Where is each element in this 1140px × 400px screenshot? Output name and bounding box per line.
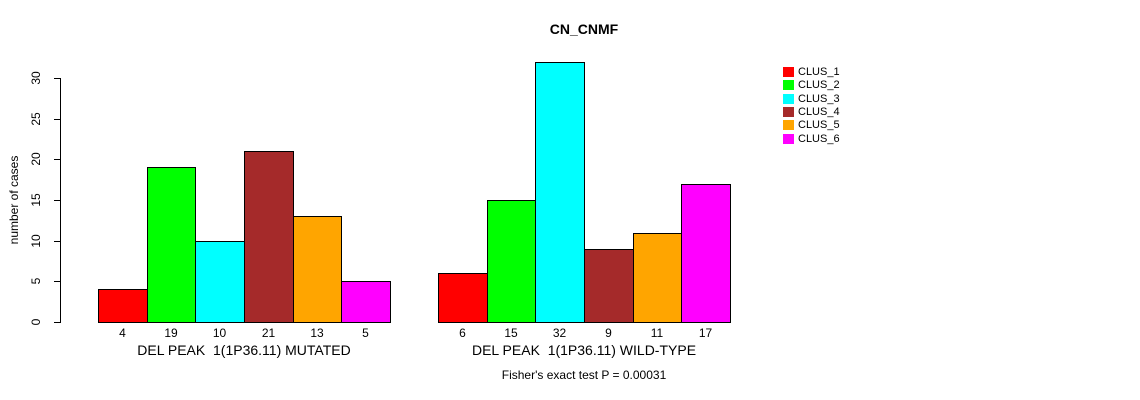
y-axis-line <box>60 78 61 323</box>
y-axis-tick-label: 30 <box>29 71 43 85</box>
bar-value-label: 32 <box>552 326 567 340</box>
legend-swatch-clus_1 <box>783 67 794 77</box>
bar-clus_1-group2 <box>438 273 488 323</box>
legend-label: CLUS_2 <box>798 79 840 91</box>
bar-clus_4-group2 <box>584 249 634 323</box>
legend-swatch-clus_4 <box>783 107 794 117</box>
legend-label: CLUS_4 <box>798 106 840 118</box>
y-axis-tick-label: 20 <box>29 152 43 166</box>
y-axis-tick <box>54 159 60 160</box>
bar-clus_6-group1 <box>341 281 391 323</box>
bar-value-label: 9 <box>605 326 612 340</box>
legend-swatch-clus_3 <box>783 94 794 104</box>
chart-title: CN_CNMF <box>549 21 619 37</box>
legend-label: CLUS_5 <box>798 119 840 131</box>
group-x-label: DEL PEAK 1(1P36.11) MUTATED <box>137 342 351 358</box>
bar-clus_5-group1 <box>293 216 342 323</box>
bar-value-label: 5 <box>362 326 369 340</box>
y-axis-tick <box>54 281 60 282</box>
legend-label: CLUS_3 <box>798 93 840 105</box>
y-axis-label: number of cases <box>7 155 21 245</box>
legend-swatch-clus_6 <box>783 134 794 144</box>
y-axis-tick <box>54 200 60 201</box>
y-axis-tick-label: 15 <box>29 193 43 207</box>
bar-value-label: 13 <box>310 326 324 340</box>
y-axis-tick <box>54 78 60 79</box>
y-axis-tick-label: 25 <box>29 112 43 126</box>
legend-label: CLUS_6 <box>798 133 840 145</box>
bar-clus_5-group2 <box>633 233 682 323</box>
bar-value-label: 15 <box>504 326 518 340</box>
fisher-test-text: Fisher's exact test P = 0.00031 <box>501 368 667 382</box>
bar-value-label: 21 <box>261 326 276 340</box>
bar-value-label: 11 <box>650 326 664 340</box>
group-x-label: DEL PEAK 1(1P36.11) WILD-TYPE <box>471 342 697 358</box>
bar-value-label: 10 <box>212 326 227 340</box>
y-axis-tick-label: 10 <box>29 234 43 248</box>
bar-clus_2-group2 <box>487 200 536 323</box>
legend-label: CLUS_1 <box>798 66 840 78</box>
y-axis-tick-label: 0 <box>29 318 43 326</box>
legend-swatch-clus_5 <box>783 120 794 130</box>
bar-clus_6-group2 <box>681 184 731 323</box>
bar-clus_4-group1 <box>244 151 294 323</box>
bar-clus_3-group1 <box>195 241 245 323</box>
bar-value-label: 17 <box>698 326 713 340</box>
y-axis-tick <box>54 241 60 242</box>
y-axis-tick-label: 5 <box>29 277 43 285</box>
bar-clus_2-group1 <box>147 167 196 323</box>
y-axis-tick <box>54 322 60 323</box>
bar-value-label: 6 <box>459 326 466 340</box>
legend-swatch-clus_2 <box>783 80 794 90</box>
y-axis-tick <box>54 119 60 120</box>
bar-clus_3-group2 <box>535 62 585 323</box>
bar-value-label: 19 <box>164 326 178 340</box>
bar-clus_1-group1 <box>98 289 148 323</box>
bar-value-label: 4 <box>119 326 126 340</box>
